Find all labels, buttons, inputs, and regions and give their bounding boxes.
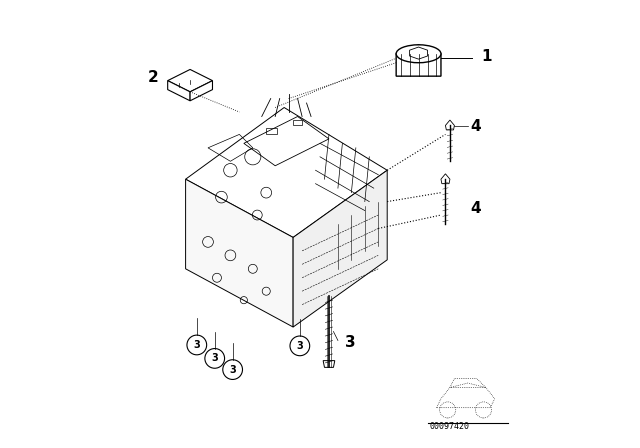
Text: 1: 1 — [481, 49, 492, 64]
Polygon shape — [441, 174, 450, 184]
Circle shape — [205, 349, 225, 368]
Text: 4: 4 — [470, 119, 481, 134]
Polygon shape — [168, 81, 190, 101]
Text: 2: 2 — [148, 70, 159, 85]
Text: 3: 3 — [345, 335, 355, 350]
Text: 00097420: 00097420 — [430, 422, 470, 431]
Polygon shape — [293, 170, 387, 327]
Polygon shape — [186, 108, 387, 237]
Polygon shape — [186, 179, 293, 327]
Text: 3: 3 — [229, 365, 236, 375]
Circle shape — [187, 335, 207, 355]
Circle shape — [223, 360, 243, 379]
Polygon shape — [244, 116, 329, 166]
Bar — [266, 128, 278, 134]
Polygon shape — [396, 45, 441, 76]
Polygon shape — [323, 361, 335, 367]
Polygon shape — [445, 120, 454, 130]
Text: 3: 3 — [296, 341, 303, 351]
Ellipse shape — [396, 45, 441, 63]
Text: 3: 3 — [193, 340, 200, 350]
Bar — [293, 120, 302, 125]
Circle shape — [290, 336, 310, 356]
Polygon shape — [190, 81, 212, 101]
Text: 4: 4 — [470, 201, 481, 216]
Polygon shape — [168, 69, 212, 92]
Text: 3: 3 — [211, 353, 218, 363]
